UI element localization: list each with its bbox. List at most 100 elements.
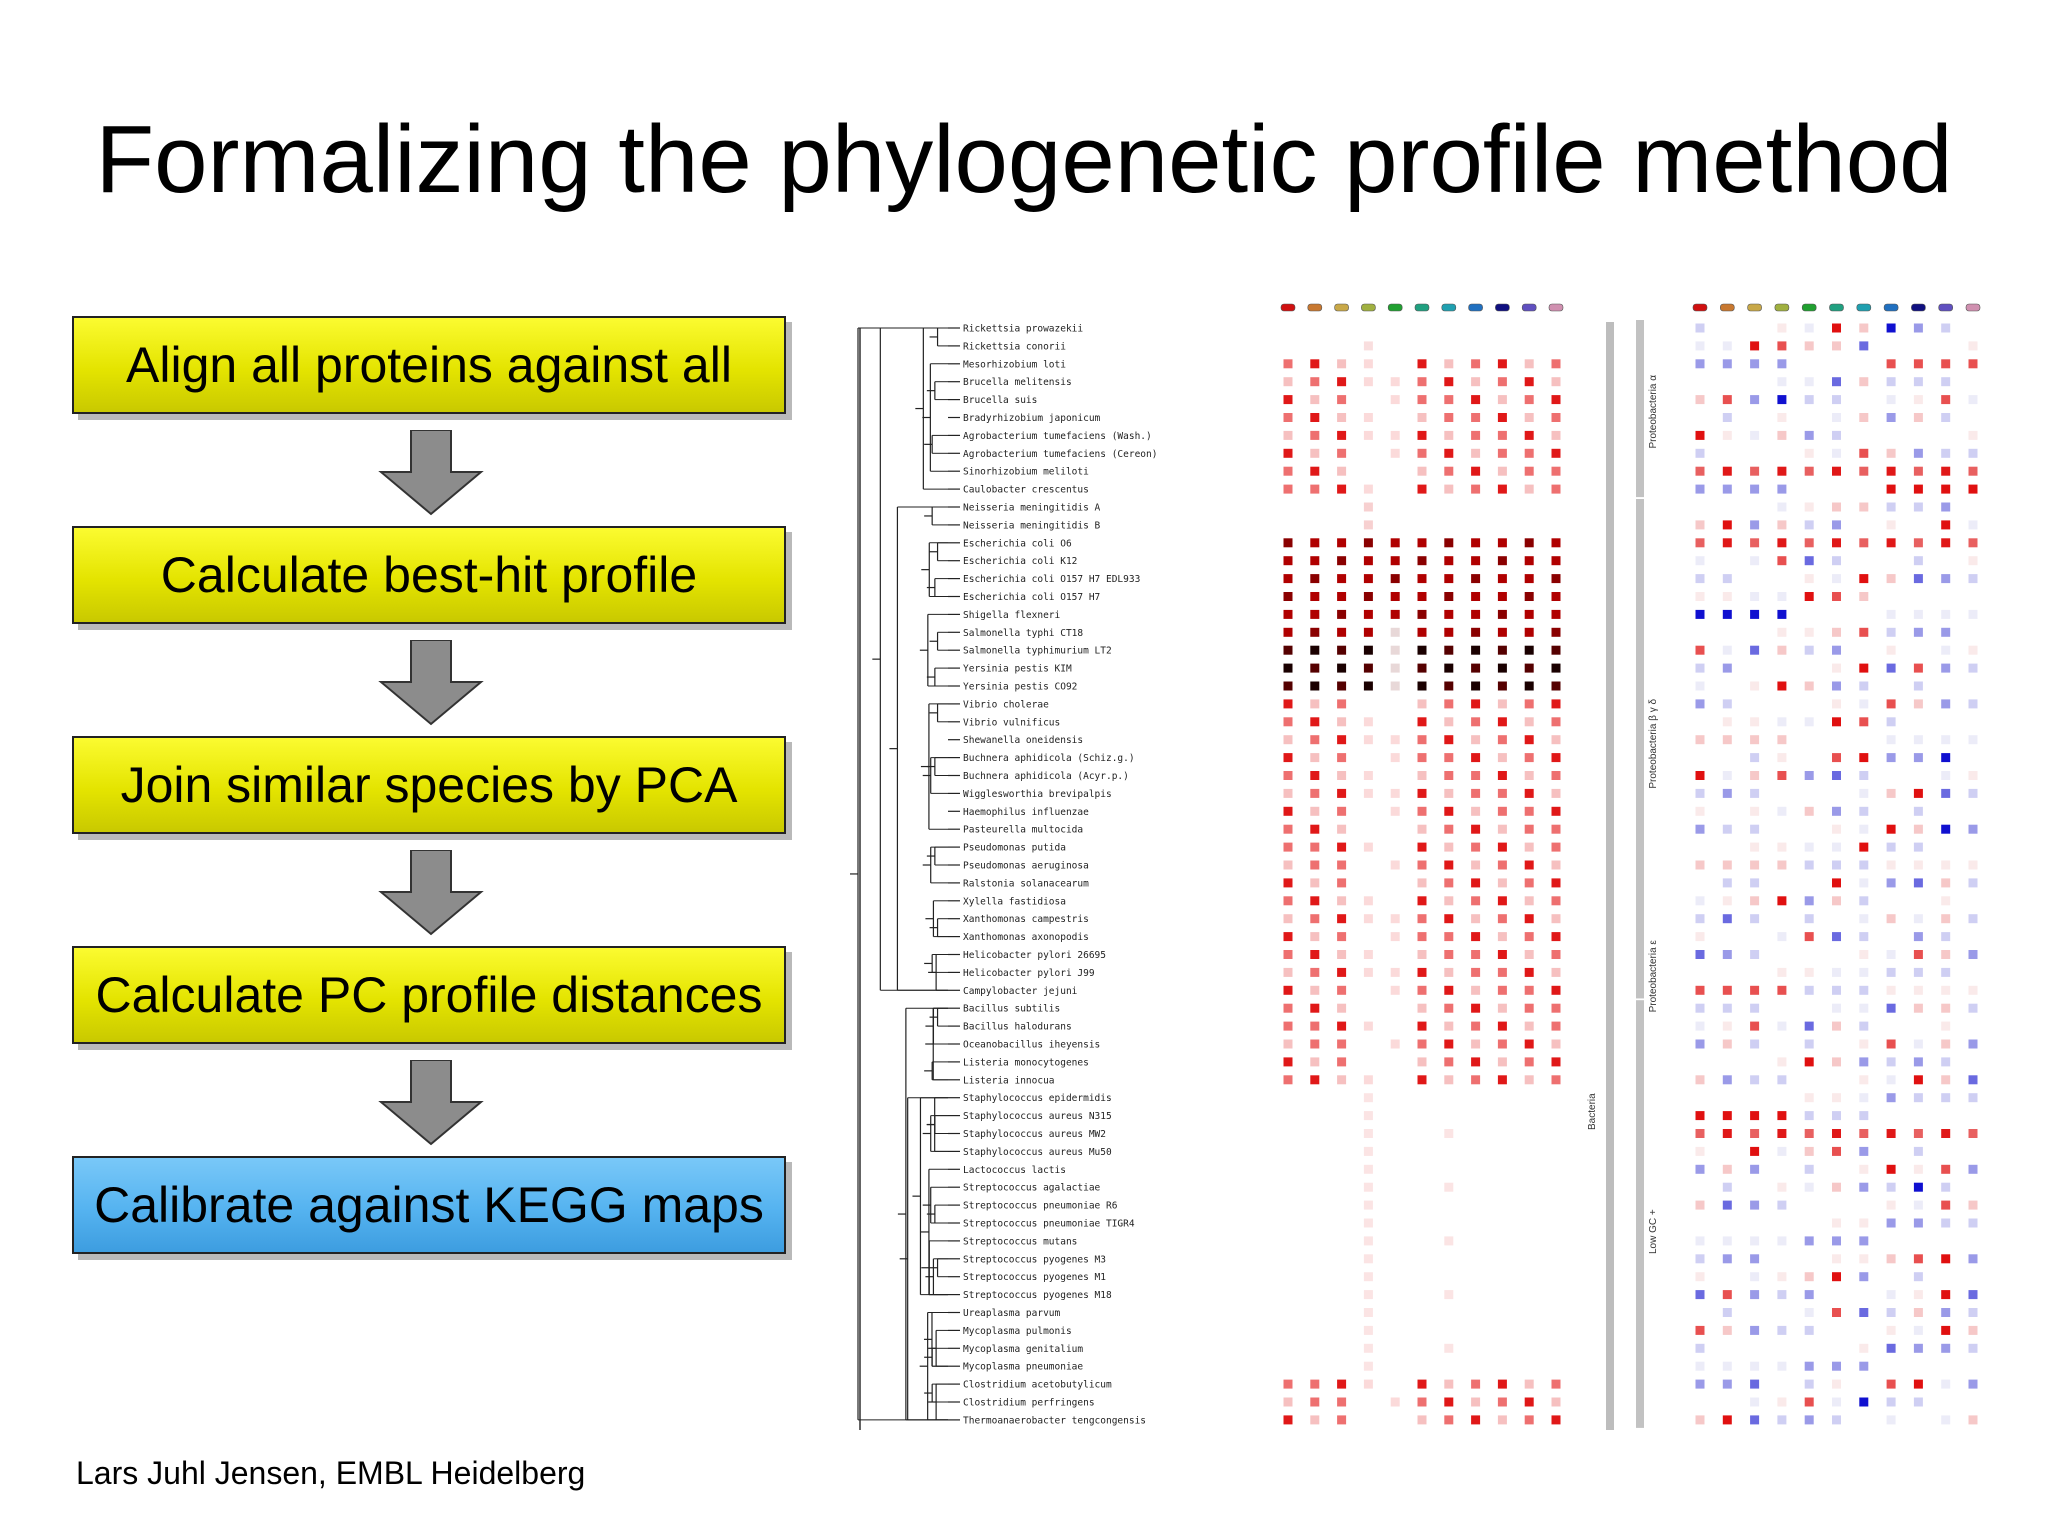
heatmap-cell (1941, 1200, 1951, 1210)
heatmap-cell (1417, 735, 1427, 745)
heatmap-cell (1417, 1039, 1427, 1049)
heatmap-cell (1886, 717, 1896, 727)
heatmap-cell (1777, 395, 1787, 405)
heatmap-cell (1832, 1379, 1841, 1389)
heatmap-cell (1777, 502, 1787, 512)
slide-title: Formalizing the phylogenetic profile met… (95, 106, 1953, 213)
heatmap-cell (1283, 377, 1293, 387)
heatmap-cell (1363, 430, 1373, 440)
heatmap-cell (1310, 359, 1320, 369)
heatmap-cell (1283, 878, 1293, 888)
heatmap-cell (1968, 788, 1978, 798)
heatmap-cell (1417, 985, 1427, 995)
heatmap-cell (1804, 1415, 1814, 1425)
heatmap-cell (1750, 466, 1760, 476)
heatmap-cell (1913, 1325, 1923, 1335)
species-label: Caulobacter crescentus (963, 485, 1089, 496)
heatmap-cell (1310, 1397, 1320, 1407)
heatmap-cell (1363, 627, 1373, 637)
heatmap-cell (1832, 377, 1841, 387)
species-label: Brucella suis (963, 395, 1037, 406)
heatmap-cell (1941, 1308, 1951, 1317)
heatmap-cell (1695, 1111, 1705, 1121)
heatmap-cell (1859, 967, 1869, 977)
heatmap-cell (1310, 395, 1320, 405)
heatmap-cell (1859, 771, 1869, 780)
heatmap-cell (1968, 1218, 1978, 1228)
heatmap-cell (1524, 771, 1534, 780)
heatmap-cell (1804, 1379, 1814, 1389)
heatmap-cell (1968, 1129, 1978, 1138)
heatmap-cell (1777, 1182, 1787, 1192)
heatmap-cell (1471, 1415, 1481, 1425)
heatmap-cell (1551, 1021, 1561, 1031)
heatmap-cell (1941, 860, 1951, 870)
heatmap-cell (1444, 1039, 1454, 1049)
heatmap-cell (1886, 735, 1896, 745)
heatmap-cell (1551, 735, 1561, 745)
heatmap-cell (1968, 914, 1978, 924)
column-color-marker (1495, 303, 1510, 312)
heatmap-cell (1804, 1397, 1814, 1407)
heatmap-cell (1859, 914, 1869, 924)
column-color-marker (1387, 303, 1403, 312)
heatmap-cell (1283, 1397, 1293, 1407)
heatmap-cell (1390, 538, 1400, 548)
heatmap-cell (1722, 592, 1732, 601)
heatmap-cell (1310, 538, 1320, 548)
heatmap-cell (1804, 1325, 1814, 1335)
heatmap-cell (1363, 1093, 1373, 1103)
heatmap-cell (1777, 1290, 1787, 1300)
heatmap-cell (1417, 484, 1427, 494)
group-bar (1636, 320, 1644, 498)
heatmap-cell (1337, 681, 1347, 691)
heatmap-cell (1859, 377, 1869, 387)
heatmap-cell (1968, 985, 1978, 995)
heatmap-cell (1524, 466, 1534, 476)
heatmap-cell (1283, 627, 1293, 637)
heatmap-cell (1310, 788, 1320, 798)
heatmap-cell (1913, 1290, 1923, 1300)
species-label: Listeria innocua (963, 1075, 1055, 1086)
heatmap-cell (1363, 645, 1373, 655)
heatmap-cell (1859, 663, 1869, 673)
heatmap-cell (1859, 574, 1869, 584)
heatmap-cell (1310, 1379, 1320, 1389)
heatmap-cell (1471, 1075, 1481, 1085)
heatmap-cell (1913, 699, 1923, 709)
heatmap-cell (1859, 1218, 1869, 1228)
heatmap-cell (1363, 1129, 1373, 1138)
heatmap-cell (1417, 1021, 1427, 1031)
heatmap-cell (1551, 663, 1561, 673)
species-label: Pseudomonas putida (963, 843, 1066, 854)
heatmap-cell (1913, 538, 1923, 548)
heatmap-cell (1750, 753, 1760, 763)
column-color-marker (1521, 303, 1537, 312)
heatmap-cell (1750, 1236, 1760, 1246)
heatmap-cell (1524, 878, 1534, 888)
heatmap-cell (1750, 878, 1760, 888)
heatmap-cell (1804, 1039, 1814, 1049)
heatmap-cell (1497, 430, 1507, 440)
heatmap-cell (1524, 556, 1534, 566)
heatmap-cell (1832, 717, 1841, 727)
heatmap-cell (1390, 681, 1400, 691)
heatmap-cell (1886, 1129, 1896, 1138)
heatmap-cell (1444, 788, 1454, 798)
heatmap-cell (1695, 1146, 1705, 1156)
heatmap-cell (1695, 592, 1705, 601)
heatmap-cell (1390, 932, 1400, 942)
heatmap-cell (1524, 1039, 1534, 1049)
heatmap-cell (1471, 1379, 1481, 1389)
heatmap-cell (1497, 538, 1507, 548)
heatmap-cell (1941, 502, 1951, 512)
heatmap-cell (1804, 323, 1814, 333)
heatmap-cell (1283, 663, 1293, 673)
heatmap-cell (1471, 878, 1481, 888)
heatmap-cell (1524, 377, 1534, 387)
heatmap-cell (1283, 592, 1293, 601)
heatmap-cell (1444, 1397, 1454, 1407)
heatmap-cell (1417, 699, 1427, 709)
heatmap-cell (1722, 1021, 1732, 1031)
heatmap-cell (1859, 592, 1869, 601)
